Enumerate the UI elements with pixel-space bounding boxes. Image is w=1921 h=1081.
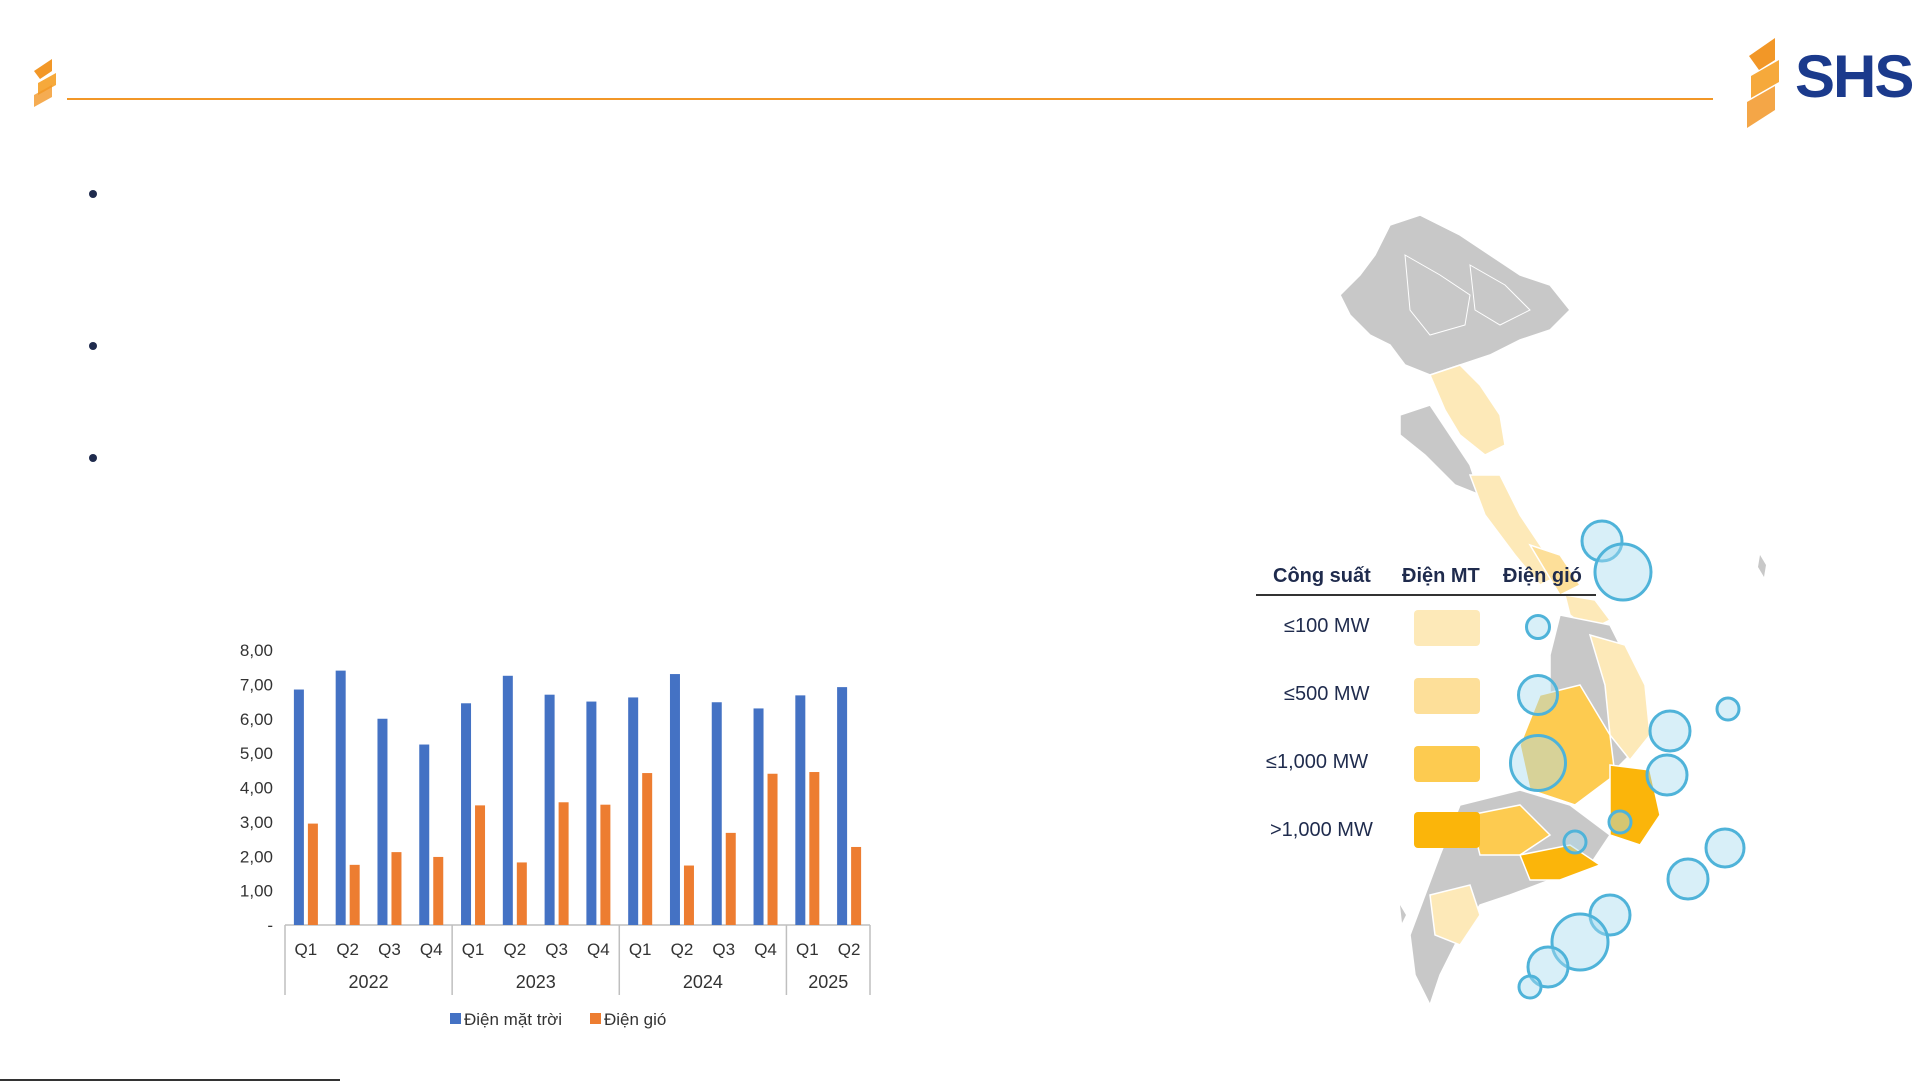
bar-solar	[669, 674, 680, 925]
legend-label: Điện mặt trời	[464, 1010, 562, 1029]
brand-logo-icon	[1747, 38, 1779, 128]
y-tick-label: 4,00	[240, 779, 273, 798]
legend-divider	[1256, 594, 1596, 596]
bar-solar	[544, 694, 555, 925]
x-tick-label: Q4	[587, 940, 610, 959]
legend-wind-circle	[1509, 734, 1567, 792]
bar-solar	[335, 670, 346, 925]
bullet-point	[89, 342, 97, 350]
y-tick-label: -	[267, 916, 273, 935]
x-tick-label: Q1	[796, 940, 819, 959]
bar-wind	[725, 832, 736, 925]
bar-wind	[433, 856, 444, 925]
bar-wind	[558, 802, 569, 925]
x-tick-label: Q2	[838, 940, 861, 959]
bar-solar	[461, 703, 472, 925]
legend-label: Điện gió	[604, 1010, 666, 1029]
bar-wind	[767, 773, 778, 925]
y-tick-label: 2,00	[240, 847, 273, 866]
year-group-label: 2023	[516, 972, 556, 992]
bar-solar	[419, 744, 430, 925]
map-region-north-central	[1428, 364, 1506, 456]
header-divider	[67, 98, 1713, 100]
x-tick-label: Q2	[336, 940, 359, 959]
x-tick-label: Q1	[295, 940, 318, 959]
legend-header-wind: Điện gió	[1503, 565, 1582, 587]
x-tick-label: Q4	[420, 940, 443, 959]
bar-wind	[809, 772, 820, 925]
wind-capacity-circles	[1517, 519, 1746, 1000]
bar-solar	[502, 675, 513, 925]
bar-wind	[516, 862, 527, 925]
bar-wind	[307, 823, 318, 925]
bar-wind	[391, 852, 402, 925]
x-tick-label: Q3	[712, 940, 735, 959]
y-tick-label: 7,00	[240, 675, 273, 694]
bar-solar	[293, 689, 304, 925]
brand-mark-icon	[34, 59, 56, 107]
x-tick-label: Q1	[462, 940, 485, 959]
y-tick-label: 5,00	[240, 744, 273, 763]
bar-solar	[837, 687, 848, 925]
y-tick-label: 3,00	[240, 813, 273, 832]
year-group-label: 2024	[683, 972, 723, 992]
legend-swatch	[450, 1013, 461, 1024]
capacity-bar-chart: - 1,00 2,00 3,00 4,00 5,00 6,00 7,00 8,00 Q1 Q2 Q3 Q…	[240, 641, 871, 1029]
legend-solar-swatch	[1414, 746, 1480, 782]
bar-wind	[475, 805, 486, 925]
bar-solar	[795, 695, 806, 925]
bar-solar	[377, 718, 388, 925]
y-tick-label: 6,00	[240, 710, 273, 729]
bar-solar	[628, 697, 639, 925]
x-tick-label: Q3	[378, 940, 401, 959]
bar-wind	[642, 773, 653, 925]
bar-wind	[600, 804, 611, 925]
footer-divider	[0, 1079, 340, 1081]
legend-header-capacity: Công suất	[1273, 565, 1371, 587]
y-tick-label: 1,00	[240, 882, 273, 901]
bar-wind	[851, 846, 862, 925]
legend-wind-circle	[1525, 614, 1551, 640]
legend-wind-circle	[1517, 674, 1559, 716]
year-group-label: 2022	[349, 972, 389, 992]
year-group-label: 2025	[808, 972, 848, 992]
legend-solar-swatch	[1414, 610, 1480, 646]
legend-swatch	[590, 1013, 601, 1024]
bullet-point	[89, 454, 97, 462]
legend-row-label: ≤500 MW	[1284, 683, 1370, 705]
x-tick-label: Q4	[754, 940, 777, 959]
bullet-point	[89, 190, 97, 198]
legend-solar-swatch	[1414, 678, 1480, 714]
bar-solar	[586, 701, 597, 925]
map-region-north	[1339, 215, 1572, 376]
legend-row-label: ≤100 MW	[1284, 615, 1370, 637]
x-tick-label: Q2	[671, 940, 694, 959]
bar-wind	[683, 865, 694, 925]
legend-row-label: ≤1,000 MW	[1266, 751, 1369, 773]
legend-row-label: >1,000 MW	[1270, 819, 1373, 841]
bar-solar	[711, 702, 722, 925]
legend-solar-swatch	[1414, 812, 1480, 848]
x-tick-label: Q2	[503, 940, 526, 959]
bar-wind	[349, 864, 360, 925]
x-tick-label: Q3	[545, 940, 568, 959]
legend-header-solar: Điện MT	[1402, 565, 1480, 587]
x-tick-label: Q1	[629, 940, 652, 959]
y-tick-label: 8,00	[240, 641, 273, 660]
map-legend: Công suất Điện MT Điện gió ≤100 MW ≤500 …	[1256, 555, 1596, 855]
bar-solar	[753, 708, 764, 925]
brand-name: SHS	[1795, 43, 1914, 110]
